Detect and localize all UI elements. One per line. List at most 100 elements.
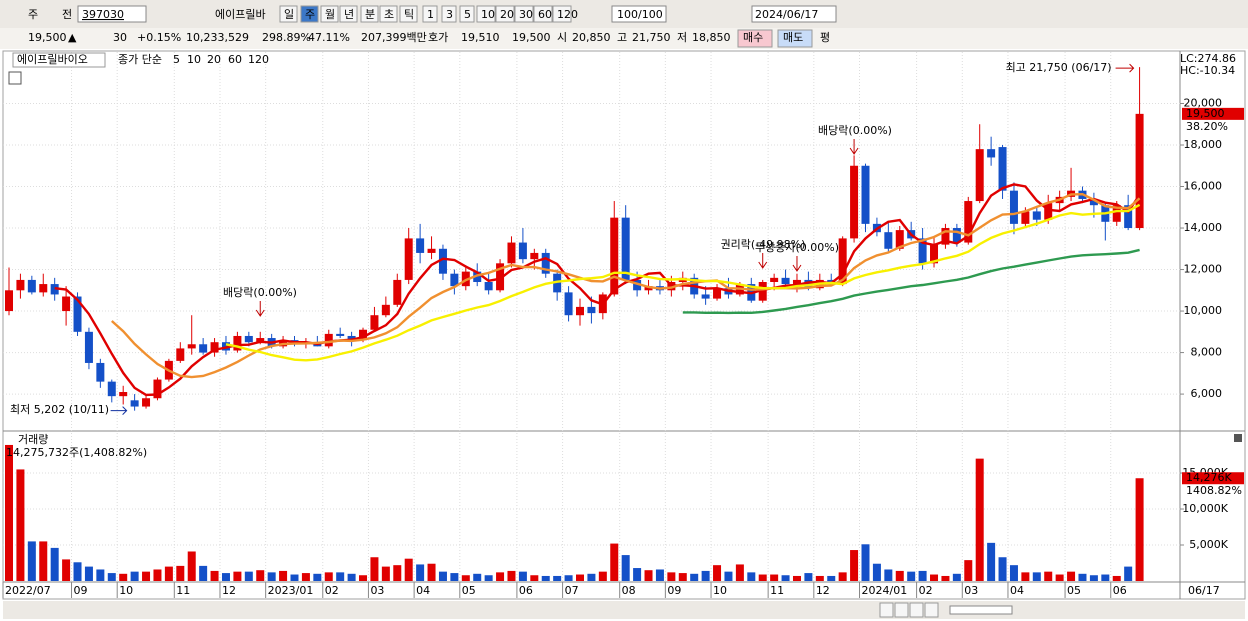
- candle-body: [16, 279, 25, 291]
- period-button[interactable]: [399, 5, 418, 23]
- quote-text: 298.89%: [262, 31, 311, 44]
- toolbar-text[interactable]: 3: [446, 8, 453, 21]
- period-button[interactable]: [300, 5, 319, 23]
- toolbar-text[interactable]: 20: [500, 8, 514, 21]
- toolbar-text[interactable]: 전: [62, 8, 72, 21]
- volume-bar: [998, 557, 1007, 581]
- x-tick-label: 04: [1010, 584, 1024, 597]
- candle-body: [576, 306, 584, 316]
- candle-body: [107, 381, 116, 397]
- volume-bar: [130, 571, 139, 581]
- quote-text[interactable]: 평: [820, 31, 830, 44]
- ma-period: 120: [248, 53, 269, 66]
- scroll-button[interactable]: [909, 602, 924, 618]
- toolbar-text[interactable]: 주: [28, 8, 38, 21]
- x-tick-label: 02: [325, 584, 339, 597]
- candle-body: [1135, 113, 1144, 229]
- toolbar-text[interactable]: 120: [557, 8, 578, 21]
- volume-bar: [1055, 574, 1064, 581]
- toolbar-text[interactable]: 일: [284, 7, 294, 21]
- chart-frame: [2, 50, 1246, 600]
- volume-bar: [770, 574, 779, 581]
- volume-bar: [1101, 574, 1110, 581]
- toolbar-text[interactable]: 년: [344, 8, 354, 21]
- period-button[interactable]: [279, 5, 298, 23]
- y-tick-label: 18,000: [1184, 138, 1223, 151]
- toolbar-text[interactable]: 30: [519, 8, 533, 21]
- volume-bar: [850, 550, 859, 581]
- quote-text[interactable]: 매도: [783, 31, 803, 44]
- volume-bar: [655, 569, 664, 581]
- event-arrow: [792, 256, 802, 272]
- x-tick-label: 03: [964, 584, 978, 597]
- toolbar-text[interactable]: 에이프릴바: [215, 8, 266, 21]
- toolbar-text[interactable]: 5: [464, 8, 471, 21]
- period-button[interactable]: [422, 5, 438, 23]
- volume-bar: [964, 560, 973, 581]
- candle-body: [393, 279, 402, 305]
- volume-bar: [324, 572, 333, 581]
- volume-bar: [5, 444, 13, 581]
- candle-body: [792, 279, 801, 285]
- hc-label: HC:-10.34: [1180, 64, 1235, 77]
- toolbar-text[interactable]: 월: [325, 8, 335, 21]
- candle-body: [1044, 203, 1053, 220]
- period-button[interactable]: [379, 5, 398, 23]
- toolbar-text[interactable]: 2024/06/17: [755, 8, 818, 21]
- candle-body: [244, 335, 253, 343]
- x-tick-label: 12: [222, 584, 236, 597]
- volume-bar: [107, 573, 116, 581]
- volume-bar: [907, 571, 916, 581]
- candle-body: [176, 348, 185, 361]
- volume-bar: [930, 574, 939, 581]
- toolbar-text[interactable]: 분: [365, 8, 375, 21]
- candle-body: [553, 273, 562, 293]
- volume-bar: [952, 573, 961, 581]
- toolbar-text[interactable]: 10: [481, 8, 495, 21]
- volume-bar: [164, 566, 173, 581]
- buy-button[interactable]: [737, 29, 773, 48]
- scroll-button[interactable]: [894, 602, 909, 618]
- count-input[interactable]: [611, 5, 667, 23]
- scroll-button[interactable]: [879, 602, 894, 618]
- period-button[interactable]: [459, 5, 475, 23]
- period-button[interactable]: [441, 5, 457, 23]
- period-button[interactable]: [360, 5, 379, 23]
- toolbar-text[interactable]: 초: [384, 8, 394, 21]
- candle-body: [770, 277, 779, 282]
- period-button[interactable]: [552, 5, 572, 23]
- period-button[interactable]: [495, 5, 515, 23]
- scrollbar[interactable]: [3, 601, 1245, 619]
- toolbar-text[interactable]: 주: [305, 8, 315, 21]
- candle-body: [1009, 190, 1018, 224]
- scroll-thumb[interactable]: [949, 605, 1013, 615]
- toolbar-text[interactable]: 1: [427, 8, 434, 21]
- volume-bar: [1009, 565, 1018, 581]
- candle-body: [507, 242, 516, 264]
- volume-bar: [678, 573, 687, 581]
- toolbar-text[interactable]: 100/100: [617, 8, 663, 21]
- period-button[interactable]: [514, 5, 534, 23]
- candle-body: [918, 238, 927, 264]
- date-input[interactable]: [751, 5, 837, 23]
- code-input[interactable]: [77, 5, 147, 23]
- period-button[interactable]: [320, 5, 339, 23]
- sell-button[interactable]: [777, 29, 813, 48]
- toolbar-text[interactable]: 397030: [82, 8, 124, 21]
- period-button[interactable]: [533, 5, 553, 23]
- candle-body: [142, 398, 151, 407]
- period-button[interactable]: [476, 5, 496, 23]
- volume-bar: [792, 575, 801, 581]
- moving-average: [682, 248, 1140, 315]
- low-arrow: [110, 406, 128, 416]
- period-button[interactable]: [339, 5, 358, 23]
- quote-text[interactable]: 매수: [743, 31, 763, 44]
- toolbar-text[interactable]: 60: [538, 8, 552, 21]
- toolbar-text[interactable]: 틱: [404, 8, 414, 21]
- volume-bar: [244, 571, 253, 581]
- scroll-button[interactable]: [924, 602, 939, 618]
- x-tick-label: 10: [713, 584, 727, 597]
- low-label: 최저 5,202 (10/11): [10, 403, 109, 416]
